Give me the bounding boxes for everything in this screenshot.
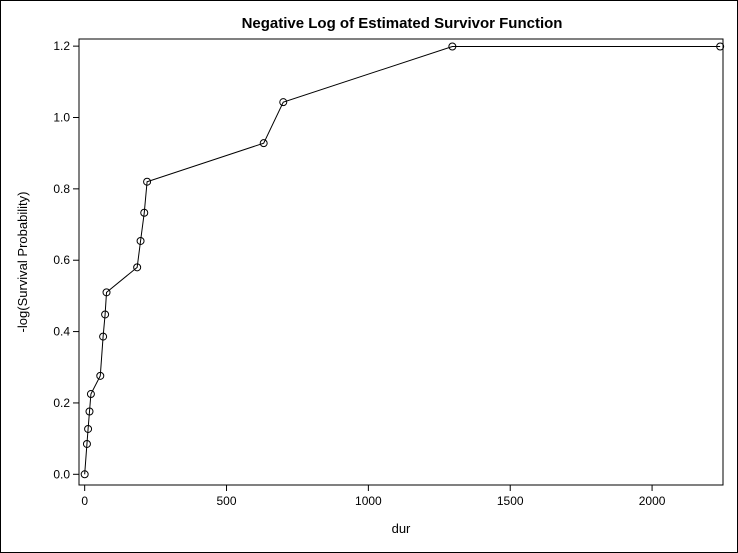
chart-title: Negative Log of Estimated Survivor Funct… [242, 15, 563, 32]
y-tick-label: 1.2 [53, 39, 70, 53]
data-point [102, 288, 111, 297]
x-axis: 0 500 1000 1500 2000 [81, 485, 666, 508]
y-tick-label: 0.4 [53, 325, 70, 339]
data-point [84, 424, 93, 433]
series-line [84, 45, 721, 475]
data-point [80, 470, 89, 479]
plot-area [78, 38, 724, 486]
y-tick-label: 0.2 [53, 396, 70, 410]
data-point [279, 98, 288, 107]
x-tick-label: 0 [81, 494, 88, 508]
data-point [101, 310, 110, 319]
data-point [85, 407, 94, 416]
y-axis-label: -log(Survival Probability) [15, 192, 30, 333]
x-axis-label: dur [392, 521, 411, 536]
data-points [80, 42, 725, 479]
y-tick-label: 1.0 [53, 110, 70, 124]
y-tick-label: 0.8 [53, 182, 70, 196]
data-point [448, 42, 457, 51]
x-tick-label: 2000 [639, 494, 666, 508]
data-point [143, 177, 152, 186]
data-point [140, 208, 149, 217]
data-point [96, 371, 105, 380]
x-tick-label: 1500 [497, 494, 524, 508]
data-point [82, 439, 91, 448]
data-point [86, 390, 95, 399]
x-tick-label: 1000 [355, 494, 382, 508]
data-point [133, 263, 142, 272]
y-tick-label: 0.6 [53, 253, 70, 267]
data-point [716, 42, 725, 51]
y-tick-label: 0.0 [53, 467, 70, 481]
data-point [259, 139, 268, 148]
data-point [136, 236, 145, 245]
x-tick-label: 500 [217, 494, 237, 508]
data-point [99, 332, 108, 341]
y-axis: 0.0 0.2 0.4 0.6 0.8 1.0 1.2 [53, 39, 79, 481]
